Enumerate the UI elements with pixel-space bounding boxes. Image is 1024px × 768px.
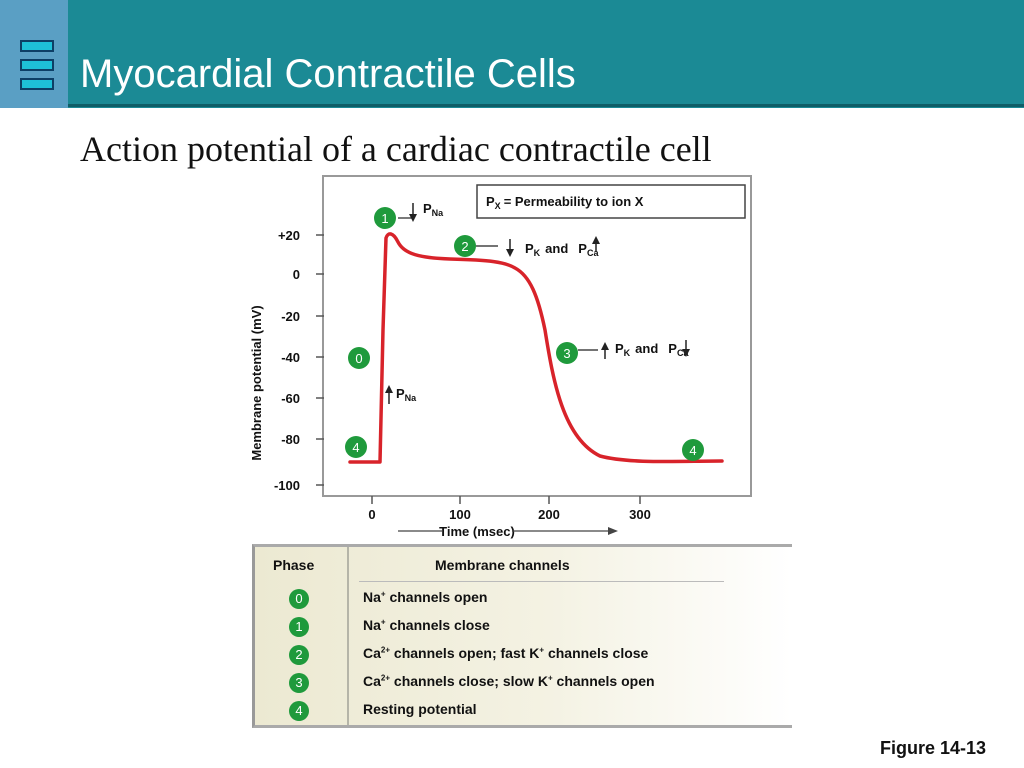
y-tick-label: -40 [281,350,300,365]
arrow-down-icon [682,349,690,357]
phase-badge-4-right: 4 [682,439,704,461]
arrow-up-icon [601,342,609,350]
x-tick-marks [371,496,641,504]
arrow-up-icon [385,385,393,393]
x-axis-label: Time (msec) [439,524,515,539]
phase-badge: 0 [289,589,309,609]
svg-text:4: 4 [352,440,359,455]
table-header-rule [359,581,724,582]
phase-badge-4-left: 4 [345,436,367,458]
row-description: Na+ channels close [363,617,490,633]
phase-badge-1: 1 [374,207,396,229]
action-potential-curve [348,232,724,464]
title-bar [0,0,1024,108]
legend-text: PX = Permeability to ion X [486,194,644,211]
phase-channel-table: Phase Membrane channels 0 Na+ channels o… [252,544,792,728]
x-tick-label: 100 [449,507,471,522]
y-tick-label: -20 [281,309,300,324]
svg-text:1: 1 [381,211,388,226]
arrow-down-icon [506,249,514,257]
table-row: 2 Ca2+ channels open; fast K+ channels c… [255,643,795,667]
svg-text:3: 3 [563,346,570,361]
table-row: 1 Na+ channels close [255,615,795,639]
y-tick-marks [316,234,324,486]
x-tick-label: 200 [538,507,560,522]
phase-badge: 4 [289,701,309,721]
phase-badge: 2 [289,645,309,665]
row-description: Resting potential [363,701,477,717]
row-description: Ca2+ channels open; fast K+ channels clo… [363,645,649,661]
row-description: Ca2+ channels close; slow K+ channels op… [363,673,655,689]
x-tick-label: 300 [629,507,651,522]
x-tick-label: 0 [368,507,375,522]
figure-label: Figure 14-13 [879,738,986,758]
annotation-pk-and-pca-2: PK and PCa [525,241,599,258]
plot-frame [322,175,752,497]
y-tick-label: -100 [274,478,300,493]
table-column-divider [347,547,349,725]
annotation-pk-and-pca-3: PK and PCa [615,341,689,358]
svg-text:0: 0 [355,351,362,366]
phase-badge-3: 3 [556,342,578,364]
table-row: 3 Ca2+ channels close; slow K+ channels … [255,671,795,695]
svg-text:2: 2 [461,239,468,254]
y-tick-label: -60 [281,391,300,406]
table-header-channels: Membrane channels [435,557,570,573]
annotation-p-na-close: PNa [423,201,444,218]
y-tick-label: 0 [293,267,300,282]
slide-title: Myocardial Contractile Cells [80,52,576,96]
title-bar-rule [68,104,1024,107]
phase-badge-2: 2 [454,235,476,257]
phase-badge: 3 [289,673,309,693]
y-tick-label: -80 [281,432,300,447]
phase-badge-0: 0 [348,347,370,369]
phase-badge: 1 [289,617,309,637]
annotation-p-na-open: PNa [396,386,417,403]
row-description: Na+ channels open [363,589,488,605]
arrow-up-icon [592,236,600,244]
legend-box [476,184,746,219]
y-tick-label: +20 [278,228,300,243]
title-bar-accent [0,0,68,108]
table-header-phase: Phase [273,557,315,573]
slide-menu-icon [20,40,54,94]
table-row: 0 Na+ channels open [255,587,795,611]
slide-subtitle: Action potential of a cardiac contractil… [80,129,712,169]
table-row: 4 Resting potential [255,699,795,723]
x-axis-arrow-head [608,527,618,535]
y-axis-label: Membrane potential (mV) [249,305,264,460]
svg-text:4: 4 [689,443,696,458]
arrow-down-icon [409,214,417,222]
